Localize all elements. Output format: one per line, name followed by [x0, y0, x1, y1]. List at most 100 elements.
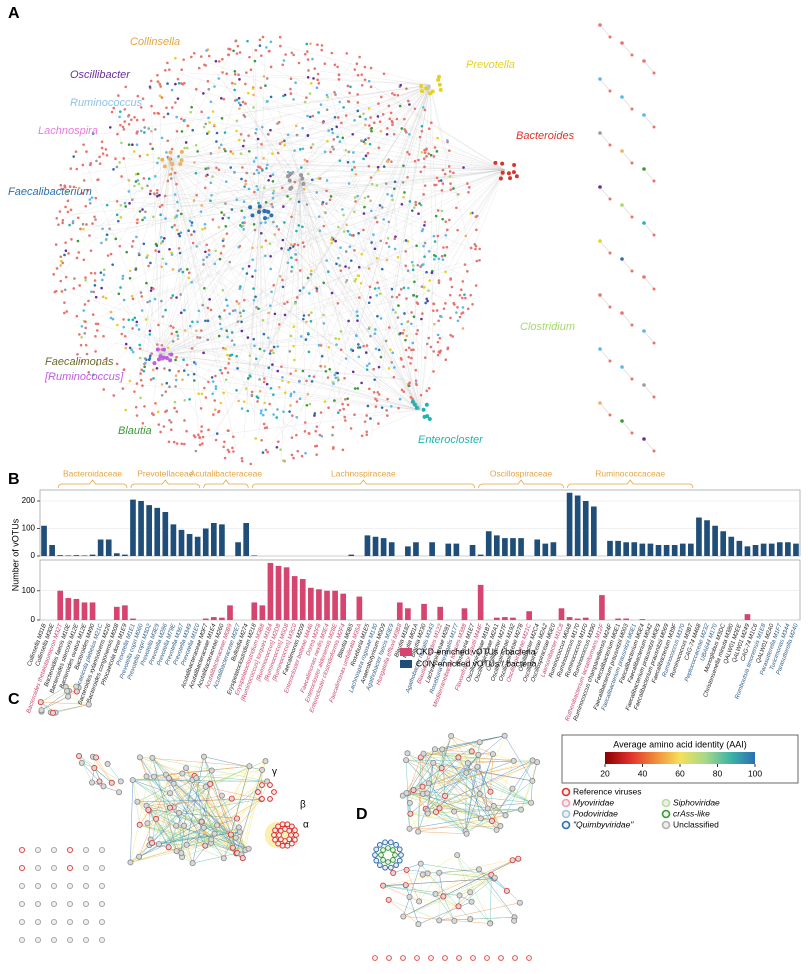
node [392, 375, 396, 379]
node [340, 121, 343, 125]
node [463, 830, 470, 837]
node [450, 285, 454, 289]
edge [146, 798, 232, 806]
node [413, 107, 417, 111]
node [187, 229, 190, 233]
edge [106, 209, 261, 314]
node [370, 126, 374, 130]
node [506, 171, 511, 176]
node [384, 182, 388, 185]
node [490, 803, 497, 810]
node [265, 77, 269, 80]
node [231, 152, 235, 155]
node [116, 132, 119, 136]
node [194, 144, 198, 147]
edge [376, 91, 506, 171]
node [142, 177, 146, 180]
node [207, 248, 211, 252]
node [289, 87, 292, 91]
edge [159, 171, 201, 356]
node [130, 245, 134, 248]
node [304, 451, 307, 455]
edge [407, 749, 436, 794]
edge [339, 409, 421, 416]
node [273, 233, 277, 236]
node [306, 75, 310, 79]
node [161, 315, 165, 318]
edge [159, 292, 429, 356]
node [403, 191, 406, 194]
node [147, 177, 151, 181]
node [415, 921, 422, 928]
node [294, 124, 298, 128]
node [173, 223, 176, 227]
node [330, 127, 334, 131]
node [264, 239, 268, 242]
node [237, 96, 241, 100]
edge [387, 84, 431, 256]
node [367, 301, 371, 305]
node [118, 110, 122, 113]
node [333, 91, 336, 94]
node [323, 150, 327, 154]
node [445, 245, 449, 249]
node [225, 298, 228, 302]
node [409, 362, 412, 365]
node [67, 847, 74, 854]
edge [439, 902, 520, 921]
bar [760, 543, 767, 556]
node [94, 335, 97, 338]
node [341, 402, 344, 406]
node [435, 176, 439, 180]
node [95, 363, 99, 366]
node [630, 53, 634, 57]
node [418, 135, 422, 139]
bar [97, 539, 104, 556]
node [390, 361, 394, 364]
node [346, 99, 350, 103]
node [231, 81, 234, 85]
node [155, 191, 159, 195]
node [387, 245, 391, 249]
node [375, 257, 379, 260]
node [328, 198, 332, 202]
edge [324, 182, 421, 411]
node [67, 865, 74, 872]
node [174, 378, 178, 382]
edge [299, 179, 370, 351]
node [149, 79, 153, 83]
node [401, 331, 405, 335]
node [167, 156, 172, 161]
node [400, 127, 404, 130]
y-tick-label: 0 [31, 551, 36, 560]
edge [403, 858, 519, 917]
node [163, 69, 167, 72]
edge [169, 159, 216, 330]
node [312, 77, 315, 80]
node [325, 93, 329, 97]
node [288, 171, 293, 176]
node [436, 805, 443, 812]
node [276, 345, 280, 348]
node [320, 434, 324, 438]
node [204, 174, 208, 178]
node [90, 196, 94, 199]
edge [336, 267, 421, 411]
node [428, 279, 432, 282]
node [430, 271, 434, 275]
bar [405, 608, 411, 620]
edge [151, 106, 161, 356]
node [338, 100, 342, 104]
node [444, 270, 447, 274]
node [290, 265, 294, 269]
colorbar-tick-label: 20 [600, 768, 610, 778]
edge [184, 209, 261, 341]
node [336, 116, 340, 119]
node [124, 408, 127, 412]
plot-frame [39, 559, 801, 621]
node [343, 376, 346, 380]
node [297, 224, 301, 227]
edge [92, 756, 112, 783]
node [290, 51, 294, 55]
